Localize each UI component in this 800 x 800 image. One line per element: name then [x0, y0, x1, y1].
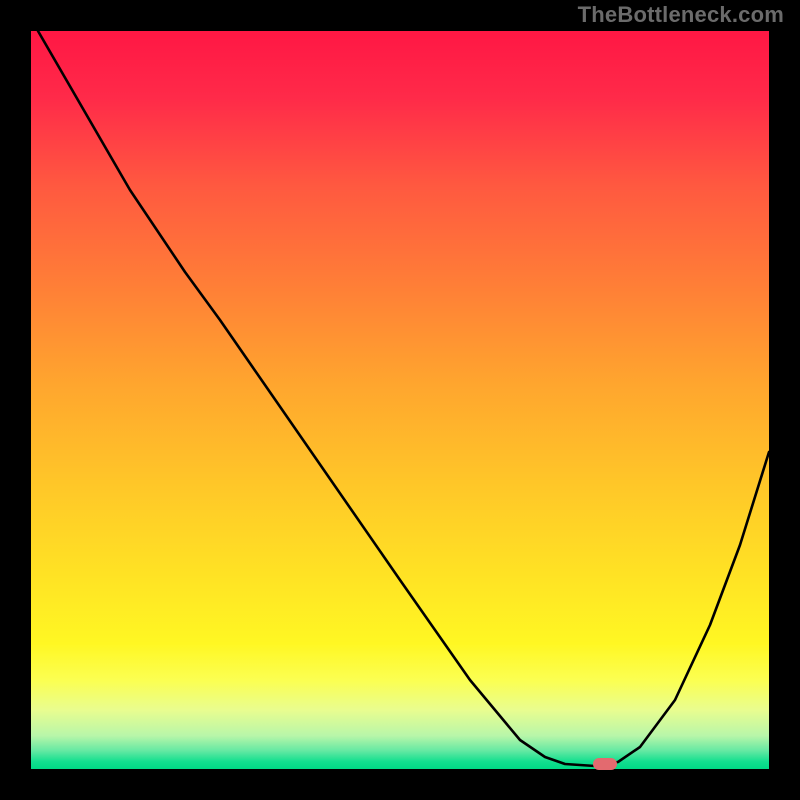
optimum-marker	[593, 758, 617, 770]
watermark-text: TheBottleneck.com	[578, 2, 784, 28]
bottleneck-curve	[31, 31, 769, 769]
chart-container: TheBottleneck.com	[0, 0, 800, 800]
plot-area	[31, 31, 769, 769]
